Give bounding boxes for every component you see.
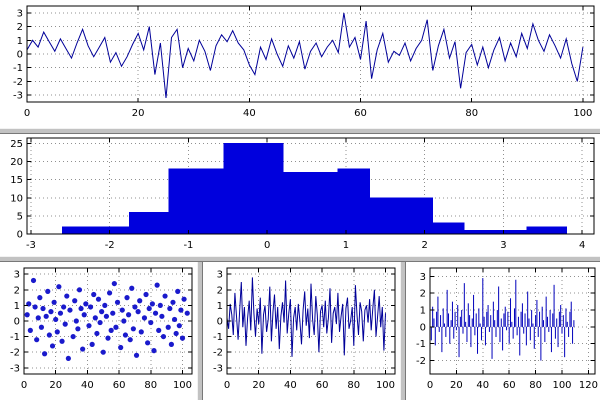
svg-text:20: 20 <box>132 108 145 119</box>
svg-text:0: 0 <box>24 108 30 119</box>
panel-line2: 0 20 40 60 80 100 -3 -2 -1 0 1 2 3 <box>203 262 400 400</box>
bottom-row: 0 20 40 60 80 100 -3 -2 -1 0 1 2 3 0 20 40 60 80 100 -3 -2-… <box>0 262 600 400</box>
svg-text:80: 80 <box>465 108 478 119</box>
panel-impulses: 0 20 40 60 80 100 120 -2 -1 0 1 2 3 <box>406 262 600 400</box>
impulses-chart: 0 20 40 60 80 100 120 -2 -1 0 1 2 3 <box>416 267 598 391</box>
panel-timeseries: 0 20 40 60 80 100 -3 -2 -1 0 1 2 3 <box>0 0 600 128</box>
svg-text:-1: -1 <box>416 339 426 350</box>
svg-text:20: 20 <box>450 380 463 391</box>
vertical-pane-sash-1[interactable] <box>197 262 203 400</box>
svg-text:-2: -2 <box>416 356 426 367</box>
horizontal-pane-sash-2[interactable] <box>0 256 600 262</box>
svg-text:0: 0 <box>14 317 20 328</box>
svg-text:0: 0 <box>427 380 433 391</box>
svg-text:-2: -2 <box>13 77 23 88</box>
svg-text:20: 20 <box>49 380 62 391</box>
panel-scatter: 0 20 40 60 80 100 -3 -2 -1 0 1 2 3 <box>0 262 197 400</box>
svg-text:2: 2 <box>422 240 428 251</box>
svg-text:1: 1 <box>420 306 426 317</box>
svg-text:80: 80 <box>529 380 542 391</box>
svg-text:3: 3 <box>500 240 506 251</box>
timeseries-line-chart: 0 20 40 60 80 100 -3 -2 -1 0 1 2 3 <box>13 5 595 119</box>
svg-text:2: 2 <box>14 285 20 296</box>
svg-text:40: 40 <box>476 380 489 391</box>
svg-text:80: 80 <box>347 380 360 391</box>
svg-text:-1: -1 <box>10 332 20 343</box>
svg-text:100: 100 <box>173 380 192 391</box>
line2-chart: 0 20 40 60 80 100 -3 -2 -1 0 1 2 3 <box>213 267 396 391</box>
svg-text:-2: -2 <box>213 348 223 359</box>
svg-text:60: 60 <box>354 108 367 119</box>
svg-text:15: 15 <box>10 175 23 186</box>
svg-text:3: 3 <box>17 8 23 19</box>
svg-text:100: 100 <box>376 380 395 391</box>
vertical-pane-sash-2[interactable] <box>400 262 406 400</box>
svg-text:-1: -1 <box>13 63 23 74</box>
svg-text:0: 0 <box>17 230 23 241</box>
svg-text:25: 25 <box>10 139 23 150</box>
svg-text:-3: -3 <box>10 363 20 374</box>
horizontal-pane-sash-1[interactable] <box>0 128 600 134</box>
svg-text:60: 60 <box>316 380 329 391</box>
svg-text:2: 2 <box>17 22 23 33</box>
svg-text:-3: -3 <box>213 363 223 374</box>
svg-text:5: 5 <box>17 211 23 222</box>
svg-text:0: 0 <box>217 317 223 328</box>
svg-text:1: 1 <box>343 240 349 251</box>
svg-text:60: 60 <box>113 380 126 391</box>
svg-text:60: 60 <box>503 380 516 391</box>
svg-text:40: 40 <box>81 380 94 391</box>
svg-text:1: 1 <box>217 301 223 312</box>
svg-text:1: 1 <box>14 301 20 312</box>
svg-text:2: 2 <box>217 285 223 296</box>
panel-histogram: -3 -2 -1 0 1 2 3 4 0 5 10 15 20 25 <box>0 134 600 256</box>
svg-text:-2: -2 <box>10 348 20 359</box>
svg-text:3: 3 <box>420 272 426 283</box>
svg-text:80: 80 <box>144 380 157 391</box>
svg-text:3: 3 <box>14 270 20 281</box>
svg-text:100: 100 <box>552 380 571 391</box>
svg-text:120: 120 <box>579 380 598 391</box>
histogram-chart: -3 -2 -1 0 1 2 3 4 0 5 10 15 20 25 <box>10 137 595 251</box>
svg-text:0: 0 <box>17 50 23 61</box>
svg-text:-2: -2 <box>105 240 115 251</box>
svg-text:0: 0 <box>224 380 230 391</box>
svg-text:2: 2 <box>420 289 426 300</box>
svg-text:40: 40 <box>243 108 256 119</box>
scatter-chart: 0 20 40 60 80 100 -3 -2 -1 0 1 2 3 <box>10 267 193 391</box>
svg-text:-1: -1 <box>213 332 223 343</box>
svg-text:-1: -1 <box>183 240 193 251</box>
svg-text:0: 0 <box>420 322 426 333</box>
svg-text:10: 10 <box>10 193 23 204</box>
svg-text:4: 4 <box>579 240 585 251</box>
svg-text:-3: -3 <box>13 91 23 102</box>
svg-text:20: 20 <box>10 157 23 168</box>
svg-text:-3: -3 <box>26 240 36 251</box>
svg-text:100: 100 <box>573 108 592 119</box>
svg-text:40: 40 <box>284 380 297 391</box>
svg-text:3: 3 <box>217 270 223 281</box>
svg-text:0: 0 <box>264 240 270 251</box>
svg-text:0: 0 <box>21 380 27 391</box>
svg-text:1: 1 <box>17 36 23 47</box>
svg-text:20: 20 <box>252 380 265 391</box>
